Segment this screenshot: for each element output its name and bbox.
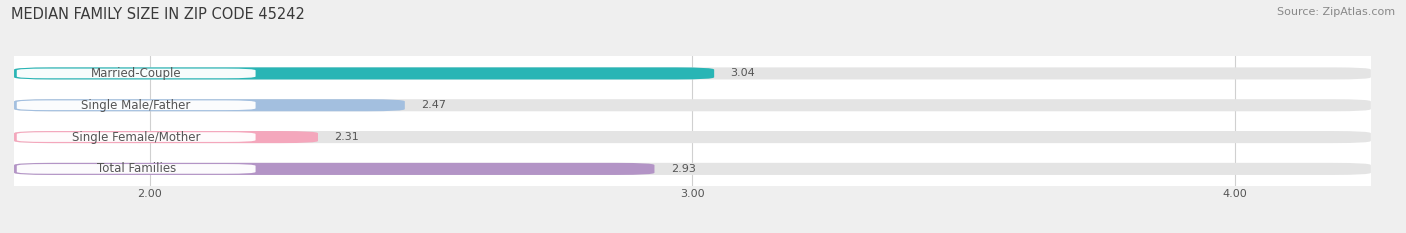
FancyBboxPatch shape <box>14 99 405 111</box>
Text: Source: ZipAtlas.com: Source: ZipAtlas.com <box>1277 7 1395 17</box>
FancyBboxPatch shape <box>14 163 1371 175</box>
Text: Single Male/Father: Single Male/Father <box>82 99 191 112</box>
FancyBboxPatch shape <box>14 131 1371 143</box>
Text: Married-Couple: Married-Couple <box>91 67 181 80</box>
Text: 2.93: 2.93 <box>671 164 696 174</box>
FancyBboxPatch shape <box>14 67 1371 79</box>
Text: 2.47: 2.47 <box>420 100 446 110</box>
Text: Total Families: Total Families <box>97 162 176 175</box>
Text: 3.04: 3.04 <box>731 69 755 79</box>
FancyBboxPatch shape <box>14 163 654 175</box>
Text: MEDIAN FAMILY SIZE IN ZIP CODE 45242: MEDIAN FAMILY SIZE IN ZIP CODE 45242 <box>11 7 305 22</box>
Text: Single Female/Mother: Single Female/Mother <box>72 130 201 144</box>
FancyBboxPatch shape <box>14 131 318 143</box>
FancyBboxPatch shape <box>17 164 256 174</box>
FancyBboxPatch shape <box>17 100 256 110</box>
FancyBboxPatch shape <box>17 132 256 142</box>
FancyBboxPatch shape <box>14 99 1371 111</box>
FancyBboxPatch shape <box>14 67 714 79</box>
FancyBboxPatch shape <box>17 69 256 78</box>
Text: 2.31: 2.31 <box>335 132 359 142</box>
